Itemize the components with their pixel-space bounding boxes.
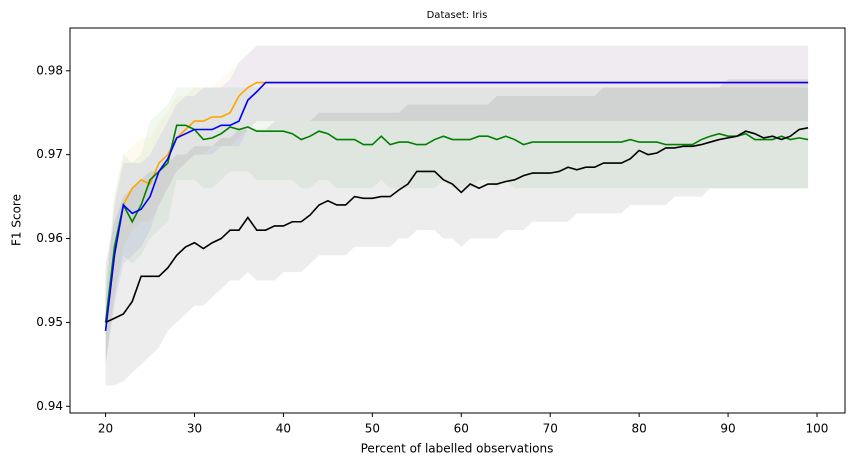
x-tick-label: 80 (631, 422, 646, 436)
x-tick-label: 70 (543, 422, 558, 436)
y-tick-label: 0.98 (36, 63, 63, 77)
confidence-band (105, 45, 809, 365)
x-tick-label: 20 (98, 422, 113, 436)
y-tick-label: 0.94 (36, 399, 63, 413)
x-tick-label: 40 (276, 422, 291, 436)
chart-title: Dataset: Iris (427, 10, 488, 21)
y-tick-label: 0.96 (36, 231, 63, 245)
x-tick-label: 50 (365, 422, 380, 436)
x-tick-label: 60 (454, 422, 469, 436)
confidence-band (105, 45, 809, 365)
x-tick-label: 100 (806, 422, 829, 436)
x-tick-label: 90 (720, 422, 735, 436)
y-tick-label: 0.95 (36, 315, 63, 329)
series-line (105, 127, 809, 324)
series-line (104, 81, 809, 331)
x-axis-label: Percent of labelled observations (361, 442, 554, 456)
y-axis-label: F1 Score (10, 194, 24, 246)
plot-frame (69, 27, 846, 414)
x-tick-label: 30 (187, 422, 202, 436)
y-tick-label: 0.97 (36, 147, 63, 161)
series-line (104, 124, 809, 323)
